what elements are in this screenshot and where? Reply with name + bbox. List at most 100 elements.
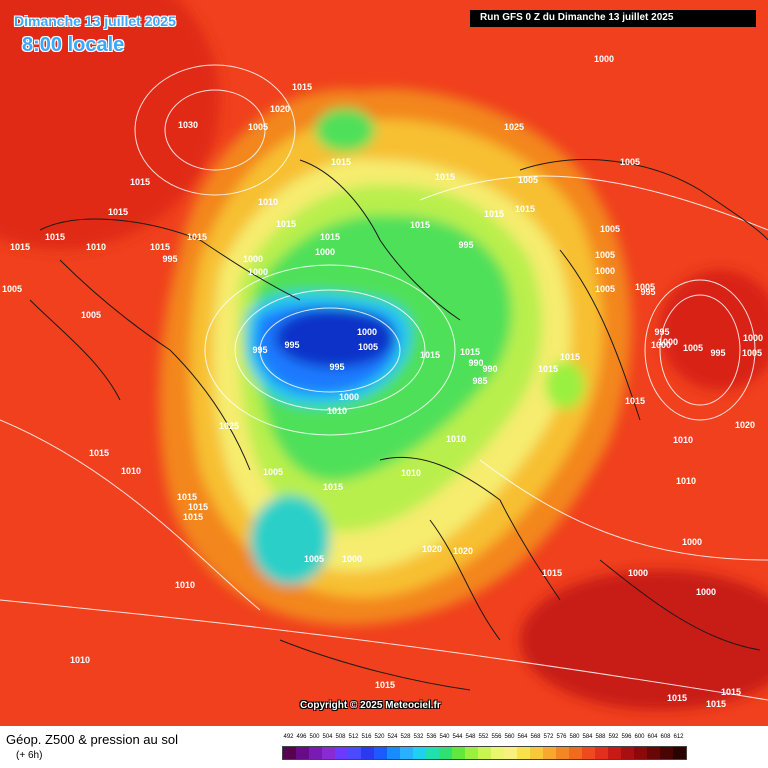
isobar-label: 985 bbox=[472, 376, 487, 386]
legend-tick-label: 500 bbox=[309, 734, 320, 740]
isobar-label: 1000 bbox=[658, 337, 678, 347]
isobar-label: 1015 bbox=[375, 680, 395, 690]
isobar-label: 1015 bbox=[108, 207, 128, 217]
legend-swatch bbox=[569, 747, 582, 759]
isobar-label: 1000 bbox=[595, 266, 615, 276]
legend-tick-label: 600 bbox=[634, 734, 645, 740]
legend-tick-label: 516 bbox=[361, 734, 372, 740]
legend-swatch bbox=[387, 747, 400, 759]
run-info-banner: Run GFS 0 Z du Dimanche 13 juillet 2025 bbox=[470, 10, 756, 27]
isobar-label: 1010 bbox=[446, 434, 466, 444]
isobar-label: 1010 bbox=[327, 406, 347, 416]
isobar-label: 1005 bbox=[600, 224, 620, 234]
isobar-label: 1010 bbox=[121, 466, 141, 476]
legend-swatch bbox=[478, 747, 491, 759]
legend-swatch bbox=[309, 747, 322, 759]
isobar-label: 1015 bbox=[45, 232, 65, 242]
legend-tick-label: 612 bbox=[673, 734, 684, 740]
legend-tick-label: 572 bbox=[543, 734, 554, 740]
isobar-label: 1015 bbox=[183, 512, 203, 522]
legend-swatch bbox=[426, 747, 439, 759]
isobar-label: 1015 bbox=[331, 157, 351, 167]
isobar-label: 1015 bbox=[435, 172, 455, 182]
isobar-label: 1005 bbox=[595, 284, 615, 294]
isobar-label: 1020 bbox=[453, 546, 473, 556]
footer-legend-panel: Géop. Z500 & pression au sol (+ 6h) 492 4… bbox=[0, 726, 768, 768]
isobar-label: 1015 bbox=[150, 242, 170, 252]
isobar-label: 1010 bbox=[258, 197, 278, 207]
isobar-label: 1015 bbox=[625, 396, 645, 406]
isobar-label: 1000 bbox=[248, 267, 268, 277]
legend-swatch bbox=[439, 747, 452, 759]
legend-tick-label: 552 bbox=[478, 734, 489, 740]
isobar-label: 1015 bbox=[292, 82, 312, 92]
isobar-label: 1000 bbox=[682, 537, 702, 547]
legend-swatch bbox=[452, 747, 465, 759]
legend-swatch bbox=[348, 747, 361, 759]
legend-tick-label: 536 bbox=[426, 734, 437, 740]
coastlines bbox=[29, 159, 768, 691]
legend-swatch bbox=[361, 747, 374, 759]
legend-swatch bbox=[517, 747, 530, 759]
isobar-label: 1010 bbox=[86, 242, 106, 252]
isobar-label: 995 bbox=[284, 340, 299, 350]
isobar-label: 1015 bbox=[177, 492, 197, 502]
isobar-label: 1005 bbox=[81, 310, 101, 320]
isobar-label: 1015 bbox=[538, 364, 558, 374]
isobar-label: 1020 bbox=[422, 544, 442, 554]
isobar-label: 1005 bbox=[742, 348, 762, 358]
isobar-label: 1000 bbox=[315, 247, 335, 257]
isobar-label: 1015 bbox=[188, 502, 208, 512]
isobar-label: 1000 bbox=[357, 327, 377, 337]
legend-tick-label: 556 bbox=[491, 734, 502, 740]
legend-tick-label: 564 bbox=[517, 734, 528, 740]
isobar-label: 995 bbox=[640, 287, 655, 297]
isobar-label: 1015 bbox=[410, 220, 430, 230]
legend-swatch bbox=[595, 747, 608, 759]
isobar-label: 995 bbox=[162, 254, 177, 264]
legend-swatch bbox=[543, 747, 556, 759]
isobar-label: 1010 bbox=[70, 655, 90, 665]
legend-swatch bbox=[491, 747, 504, 759]
isobar-label: 1015 bbox=[130, 177, 150, 187]
isobar-label: 1005 bbox=[620, 157, 640, 167]
isobar-label: 1005 bbox=[358, 342, 378, 352]
legend-tick-label: 580 bbox=[569, 734, 580, 740]
legend-tick-label: 608 bbox=[660, 734, 671, 740]
isobar-label: 1005 bbox=[595, 250, 615, 260]
legend-tick-label: 604 bbox=[647, 734, 658, 740]
legend-tick-label: 512 bbox=[348, 734, 359, 740]
legend-tick-label: 588 bbox=[595, 734, 606, 740]
isobar-label: 1015 bbox=[187, 232, 207, 242]
legend-tick-label: 528 bbox=[400, 734, 411, 740]
isobar-label: 1010 bbox=[673, 435, 693, 445]
product-title: Géop. Z500 & pression au sol bbox=[6, 732, 178, 747]
legend-swatch bbox=[530, 747, 543, 759]
legend-tick-label: 576 bbox=[556, 734, 567, 740]
isobar-label: 1020 bbox=[735, 420, 755, 430]
legend-swatch bbox=[634, 747, 647, 759]
isobar-label: 1005 bbox=[304, 554, 324, 564]
legend-tick-label: 524 bbox=[387, 734, 398, 740]
isobar-label: 1000 bbox=[696, 587, 716, 597]
isobar-label: 1015 bbox=[460, 347, 480, 357]
isobar-label: 990 bbox=[468, 358, 483, 368]
legend-tick-label: 504 bbox=[322, 734, 333, 740]
isobar-label: 1025 bbox=[219, 421, 239, 431]
legend-swatch bbox=[283, 747, 296, 759]
isobar-label: 1030 bbox=[178, 120, 198, 130]
isobar-label: 1015 bbox=[560, 352, 580, 362]
isobar-label: 1005 bbox=[683, 343, 703, 353]
isobar-label: 1005 bbox=[248, 122, 268, 132]
isobar-label: 1015 bbox=[542, 568, 562, 578]
isobar-label: 1005 bbox=[635, 282, 655, 292]
legend-tick-label: 544 bbox=[452, 734, 463, 740]
legend-tick-label: 532 bbox=[413, 734, 424, 740]
isobar-label: 1000 bbox=[342, 554, 362, 564]
isobar-label: 1015 bbox=[515, 204, 535, 214]
isobar-label: 1015 bbox=[420, 350, 440, 360]
isobar-label: 995 bbox=[654, 327, 669, 337]
